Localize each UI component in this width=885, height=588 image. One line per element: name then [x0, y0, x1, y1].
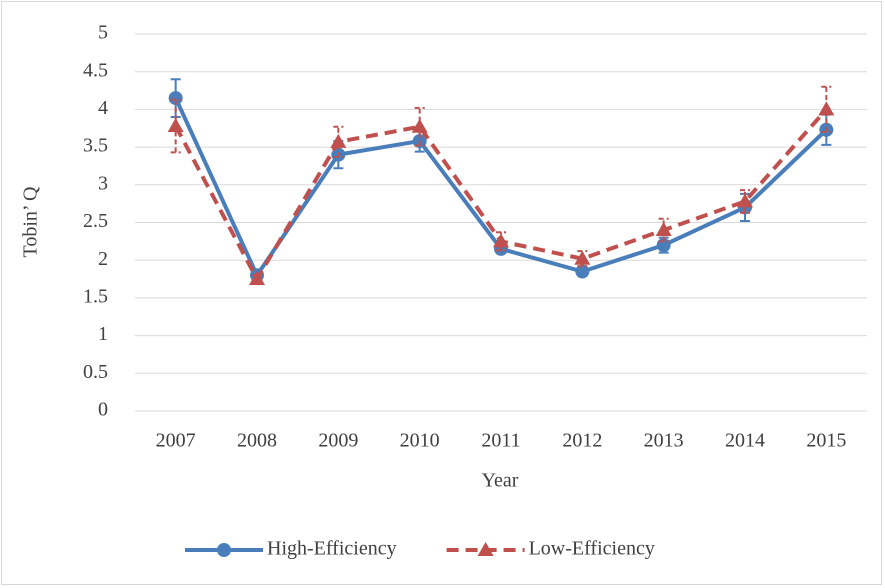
x-tick-label: 2011	[481, 430, 520, 452]
x-tick-label: 2013	[644, 430, 684, 452]
data-point	[655, 222, 672, 237]
data-point	[493, 233, 509, 248]
y-tick-label: 4	[98, 97, 108, 119]
data-point	[575, 264, 590, 279]
y-tick-label: 2.5	[83, 210, 108, 232]
data-point	[411, 118, 428, 133]
legend-label: Low-Efficiency	[529, 538, 655, 560]
x-axis-title: Year	[482, 470, 519, 492]
x-tick-label: 2012	[562, 430, 602, 452]
y-tick-label: 4.5	[83, 59, 108, 81]
y-axis-title: Tobin’ Q	[20, 186, 42, 258]
x-tick-label: 2008	[237, 430, 277, 452]
legend-marker	[477, 542, 494, 556]
y-tick-label: 0.5	[83, 361, 108, 383]
data-point	[737, 193, 753, 208]
data-point	[574, 250, 591, 265]
x-tick-label: 2010	[400, 430, 440, 452]
data-point	[168, 91, 183, 106]
legend-label: High-Efficiency	[267, 538, 397, 560]
data-point	[818, 101, 835, 116]
data-point	[249, 271, 265, 286]
y-tick-label: 3.5	[83, 135, 108, 157]
y-tick-label: 2	[98, 248, 108, 270]
data-point	[167, 117, 184, 132]
y-tick-label: 3	[98, 172, 108, 194]
x-tick-label: 2007	[156, 430, 196, 452]
y-tick-label: 1.5	[83, 285, 108, 307]
error-bar	[333, 125, 344, 158]
error-bar	[821, 85, 832, 134]
x-tick-label: 2015	[806, 430, 846, 452]
y-tick-label: 1	[98, 323, 108, 345]
x-tick-label: 2009	[318, 430, 358, 452]
y-tick-label: 0	[98, 399, 108, 421]
y-tick-label: 5	[98, 22, 108, 44]
legend-marker	[217, 543, 231, 557]
x-tick-label: 2014	[725, 430, 765, 452]
data-point	[330, 133, 347, 148]
